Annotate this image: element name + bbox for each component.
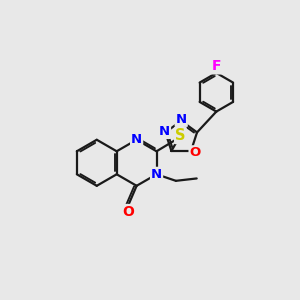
Text: F: F <box>212 59 221 74</box>
Text: N: N <box>131 133 142 146</box>
Text: O: O <box>190 146 201 159</box>
Text: N: N <box>176 113 187 126</box>
Text: O: O <box>122 205 134 219</box>
Text: N: N <box>159 125 170 138</box>
Text: N: N <box>151 168 162 181</box>
Text: S: S <box>175 128 186 143</box>
